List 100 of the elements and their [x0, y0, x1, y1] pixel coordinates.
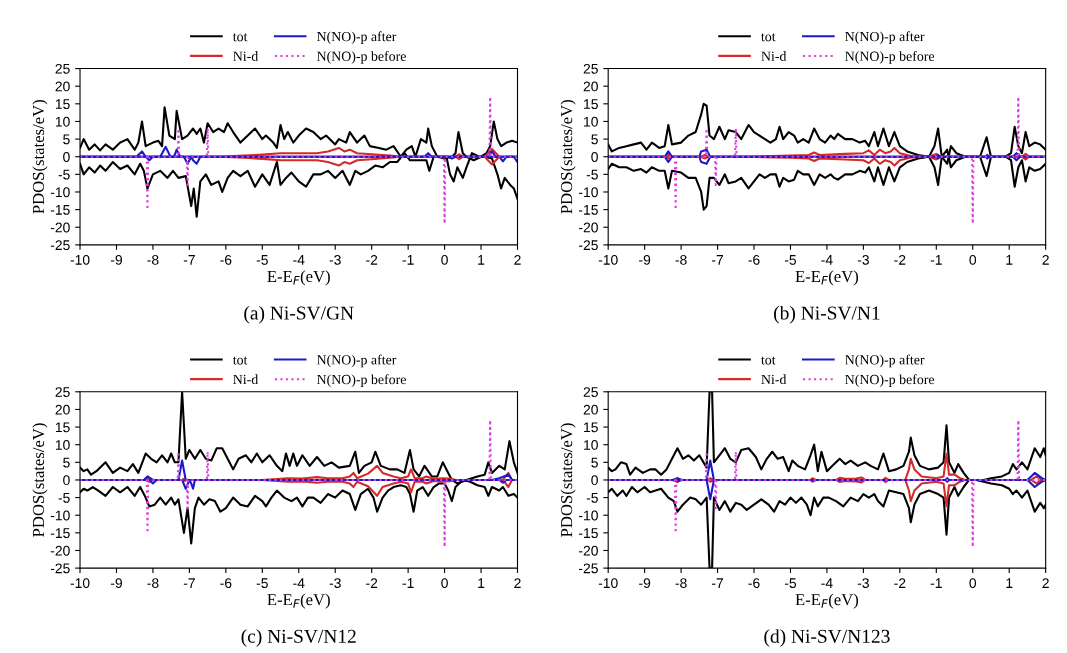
y-tick-label: 20 [583, 404, 598, 415]
y-tick-label: 10 [584, 116, 598, 127]
y-tick-label: -10 [579, 187, 598, 198]
legend-label: N(NO)-p before [845, 374, 935, 387]
x-tick-label: -7 [183, 578, 195, 588]
y-tick-label: -25 [579, 240, 598, 251]
y-axis-title: PDOS(states/eV) [32, 100, 48, 214]
y-tick-label: 5 [591, 457, 598, 468]
x-tick-label: -10 [598, 578, 618, 589]
x-tick-label: -4 [821, 578, 833, 588]
y-tick-label: 20 [583, 81, 598, 92]
y-tick-label: -15 [50, 205, 70, 215]
x-tick-label: -10 [70, 254, 90, 265]
y-tick-label: 0 [63, 152, 70, 162]
x-tick-label: -3 [329, 578, 341, 589]
y-tick-label: -20 [579, 222, 598, 233]
y-tick-label: -10 [50, 510, 70, 521]
y-tick-label: 10 [55, 440, 70, 450]
x-tick-label: -10 [70, 578, 90, 589]
x-tick-label: -2 [894, 254, 906, 265]
x-tick-label: -6 [220, 254, 232, 265]
x-tick-label: 2 [1042, 578, 1049, 588]
x-tick-label: 1 [478, 578, 485, 588]
x-tick-label: 0 [969, 578, 977, 589]
y-tick-label: 15 [55, 99, 70, 109]
legend-label: N(NO)-p after [316, 31, 397, 45]
x-tick-label: -1 [930, 255, 942, 265]
y-tick-label: -10 [50, 187, 70, 198]
y-tick-label: -20 [50, 222, 70, 233]
x-tick-label: -8 [675, 578, 687, 589]
x-tick-label: -9 [110, 254, 122, 265]
y-tick-label: 20 [55, 404, 70, 415]
y-tick-label: -20 [579, 545, 598, 556]
y-tick-label: 25 [583, 387, 598, 397]
x-tick-label: 1 [478, 255, 485, 265]
x-tick-label: -3 [857, 578, 869, 589]
x-tick-label: -10 [598, 254, 618, 265]
x-tick-label: -1 [402, 578, 414, 588]
x-tick-label: -9 [110, 578, 122, 589]
y-tick-label: 0 [591, 152, 598, 162]
x-tick-label: -8 [147, 254, 159, 265]
x-tick-label: 0 [441, 578, 448, 589]
y-tick-label: 20 [55, 81, 70, 92]
legend-label: N(NO)-p after [316, 354, 397, 368]
y-tick-label: 0 [591, 475, 598, 486]
text: (b) Ni-SV/N1 [774, 305, 880, 324]
legend-label: tot [761, 356, 776, 365]
y-tick-label: -5 [58, 493, 70, 503]
y-tick-label: -10 [579, 510, 598, 521]
y-tick-label: -25 [579, 563, 598, 574]
legend-label: tot [232, 33, 248, 42]
y-tick-label: 15 [55, 422, 70, 433]
legend-label: N(NO)-p before [845, 51, 935, 64]
x-tick-label: 2 [514, 254, 521, 265]
x-tick-label: -9 [639, 254, 651, 265]
x-tick-label: -2 [366, 254, 378, 265]
x-tick-label: 2 [1042, 254, 1049, 265]
y-tick-label: 15 [584, 99, 598, 109]
x-axis-title: E-E$_{F}$(eV) [795, 593, 859, 609]
x-axis-title: E-E$_{F}$(eV) [795, 270, 859, 286]
y-tick-label: -20 [50, 545, 70, 556]
legend-label: N(NO)-p after [845, 31, 925, 45]
x-tick-label: -7 [712, 578, 724, 588]
x-tick-label: -5 [256, 578, 268, 589]
x-tick-label: -4 [293, 578, 305, 588]
text: (c) Ni-SV/N12 [241, 629, 356, 647]
legend-label: Ni-d [233, 374, 259, 385]
y-tick-label: -25 [50, 240, 70, 251]
y-tick-label: 10 [55, 116, 70, 127]
x-tick-label: -6 [748, 254, 760, 265]
legend-label: N(NO)-p before [316, 374, 406, 387]
legend-label: Ni-d [233, 51, 259, 61]
legend-label: Ni-d [761, 51, 787, 61]
x-tick-label: -1 [402, 255, 414, 265]
y-tick-label: -15 [579, 205, 598, 215]
x-tick-label: -2 [894, 578, 906, 588]
x-tick-label: 2 [514, 578, 521, 588]
x-tick-label: -6 [220, 578, 232, 589]
y-tick-label: 0 [63, 475, 70, 486]
y-tick-label: -5 [58, 169, 70, 180]
y-tick-label: -15 [579, 528, 598, 539]
legend-label: N(NO)-p before [316, 51, 406, 64]
legend-label: Ni-d [761, 374, 787, 385]
y-tick-label: -25 [50, 563, 70, 574]
legend-label: N(NO)-p after [845, 354, 925, 368]
x-tick-label: -2 [366, 578, 378, 588]
y-tick-label: 5 [63, 134, 70, 145]
text: (a) Ni-SV/GN [244, 305, 354, 324]
x-tick-label: 1 [1006, 578, 1013, 588]
x-tick-label: -4 [821, 255, 833, 265]
x-tick-label: -9 [639, 578, 651, 589]
y-tick-label: 25 [55, 387, 70, 397]
y-tick-label: 15 [584, 422, 598, 433]
legend-label: tot [761, 33, 776, 42]
x-axis-title: E-E$_{F}$(eV) [267, 593, 330, 609]
x-tick-label: 0 [969, 254, 977, 265]
x-axis-title: E-E$_{F}$(eV) [267, 270, 330, 286]
y-tick-label: 10 [584, 440, 598, 450]
y-tick-label: 25 [583, 63, 598, 74]
y-axis-title: PDOS(states/eV) [560, 100, 576, 214]
